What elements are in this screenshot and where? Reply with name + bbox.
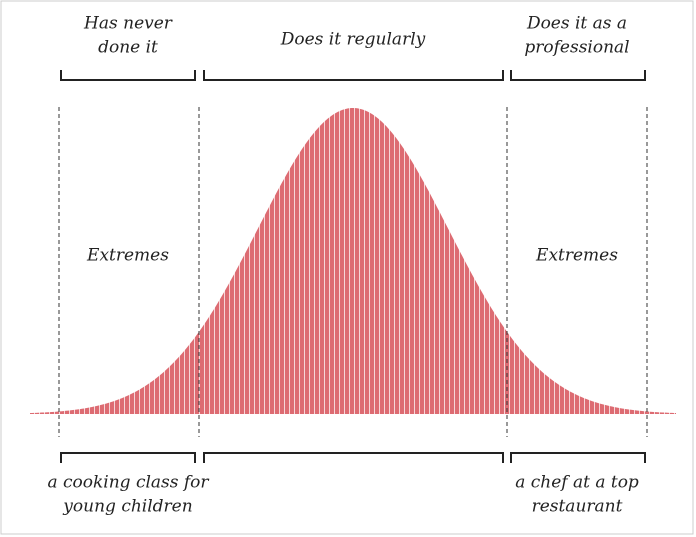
bracket (60, 452, 196, 463)
dividers (58, 107, 648, 437)
bracket (203, 452, 504, 463)
top-label: done it (98, 38, 158, 58)
bracket (510, 452, 646, 463)
top-brackets (60, 70, 646, 81)
top-label: Does it regularly (280, 30, 426, 50)
bottom-brackets (60, 452, 646, 463)
side-label: Extremes (86, 246, 169, 266)
top-label: Does it as a (526, 14, 627, 34)
bracket (60, 70, 196, 81)
bottom-label: young children (62, 497, 192, 517)
bracket (510, 70, 646, 81)
bottom-label: restaurant (532, 497, 623, 517)
top-label: professional (524, 38, 629, 58)
side-label: Extremes (535, 246, 618, 266)
bottom-label: a cooking class for (47, 473, 209, 493)
top-label: Has never (83, 14, 173, 34)
bracket (203, 70, 504, 81)
bell-curve (30, 108, 676, 415)
bottom-label: a chef at a top (515, 473, 639, 493)
